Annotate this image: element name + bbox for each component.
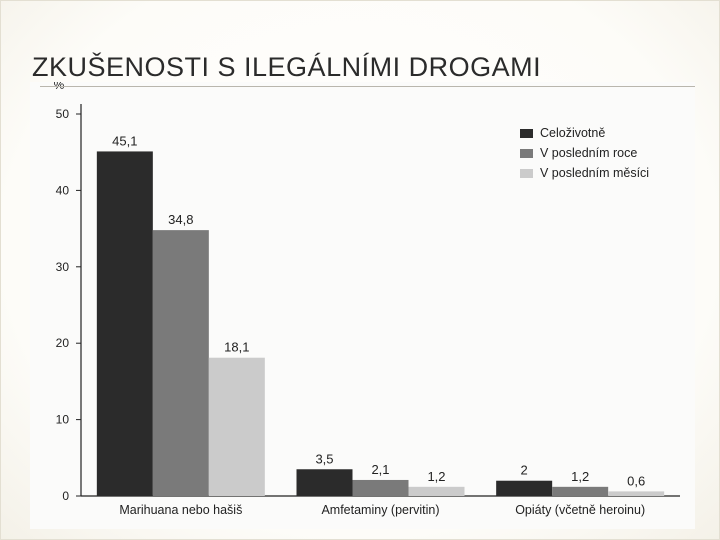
y-tick-label: 50 bbox=[56, 107, 70, 121]
slide-title: ZKUŠENOSTI S ILEGÁLNÍMI DROGAMI bbox=[32, 52, 542, 82]
bar-chart: 0 10 20 30 40 50% 45,1 34,8 18,1 Marihuana nebo h… bbox=[54, 78, 680, 517]
legend-label: V posledním měsíci bbox=[540, 166, 649, 180]
bar-value-label: 1,2 bbox=[571, 469, 589, 484]
y-tick-label: 0 bbox=[62, 489, 69, 503]
bar-value-label: 18,1 bbox=[224, 340, 249, 355]
legend-swatch bbox=[520, 149, 533, 158]
bar bbox=[152, 230, 209, 497]
category-label: Opiáty (včetně heroinu) bbox=[515, 503, 645, 517]
category-label: Amfetaminy (pervitin) bbox=[321, 503, 439, 517]
chart-panel: 0 10 20 30 40 50% 45,1 34,8 18,1 Marihuana nebo h… bbox=[30, 78, 695, 529]
y-tick-label: 20 bbox=[56, 336, 70, 350]
legend-label: Celoživotně bbox=[540, 126, 605, 140]
legend-swatch bbox=[520, 169, 533, 178]
title-underline bbox=[40, 86, 695, 87]
bar bbox=[352, 479, 409, 496]
bar bbox=[608, 491, 665, 496]
legend-label: V posledním roce bbox=[540, 146, 637, 160]
bar-value-label: 2,1 bbox=[371, 462, 389, 477]
bar-value-label: 34,8 bbox=[168, 212, 193, 227]
bar bbox=[208, 357, 265, 496]
category-label: Marihuana nebo hašiš bbox=[119, 503, 242, 517]
bar bbox=[552, 486, 609, 496]
bar-value-label: 45,1 bbox=[112, 133, 137, 148]
legend-swatch bbox=[520, 129, 533, 138]
bar-value-label: 1,2 bbox=[427, 469, 445, 484]
bar bbox=[408, 486, 465, 496]
bar-value-label: 0,6 bbox=[627, 473, 645, 488]
bar bbox=[296, 469, 353, 496]
bar bbox=[496, 480, 553, 496]
bar bbox=[96, 151, 153, 496]
bar-value-label: 2 bbox=[521, 463, 528, 478]
y-tick-label: 40 bbox=[56, 183, 70, 197]
y-tick-label: 30 bbox=[56, 260, 70, 274]
y-axis-unit-label: % bbox=[54, 82, 65, 92]
y-tick-label: 10 bbox=[56, 413, 70, 427]
bar-value-label: 3,5 bbox=[315, 451, 333, 466]
